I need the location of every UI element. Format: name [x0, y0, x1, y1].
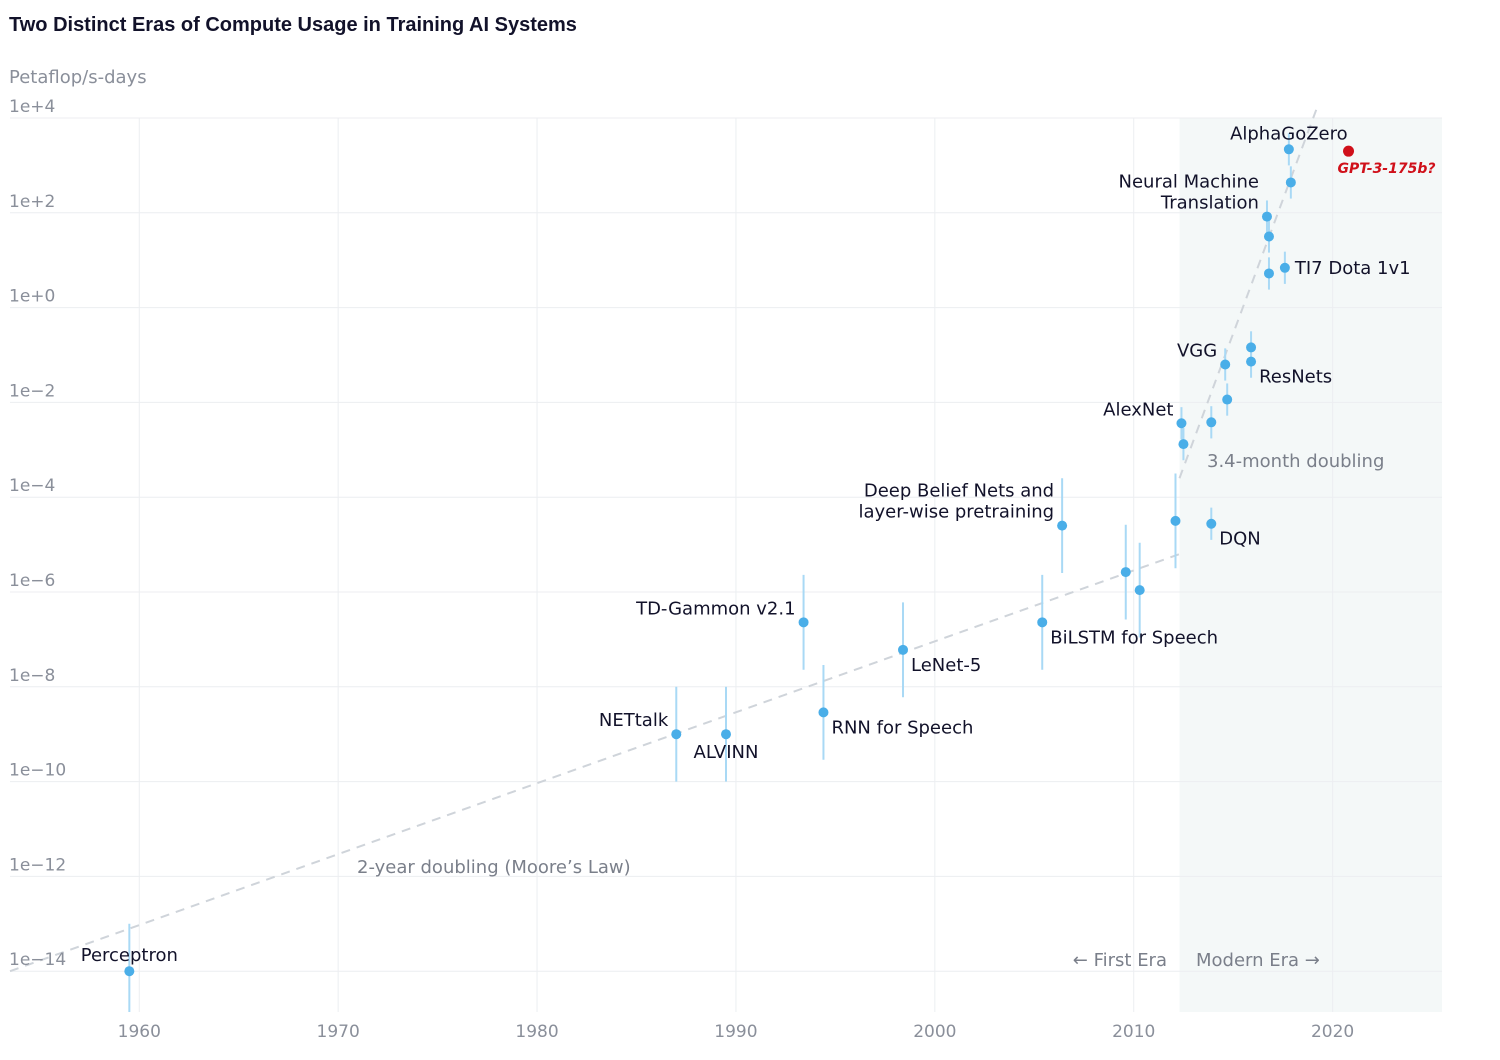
point-label-line: BiLSTM for Speech	[1050, 627, 1218, 648]
data-point	[1057, 520, 1068, 531]
trend-line	[9, 553, 1180, 973]
y-tick-label: 1e−4	[9, 476, 55, 496]
data-point	[818, 707, 829, 718]
point-label: TI7 Dota 1v1	[1294, 258, 1411, 279]
data-point	[124, 966, 135, 977]
data-point	[721, 729, 731, 740]
data-point	[898, 644, 909, 655]
point-label: NETtalk	[599, 710, 669, 731]
data-point	[1246, 356, 1257, 367]
point-label-line: DQN	[1219, 529, 1261, 550]
point-label-line: AlexNet	[1103, 399, 1173, 420]
data-point	[1206, 518, 1217, 529]
trend-line	[1178, 108, 1318, 479]
first-era-annotation: ← First Era	[1073, 950, 1167, 971]
point-label: AlphaGoZero	[1230, 123, 1348, 144]
y-tick-label: 1e−10	[9, 761, 66, 781]
chart-title: Two Distinct Eras of Compute Usage in Tr…	[9, 14, 577, 36]
point-label-line: Translation	[1160, 193, 1259, 214]
data-point	[1170, 515, 1181, 526]
moore-law-annotation: 2-year doubling (Moore’s Law)	[357, 857, 631, 878]
point-label-line: layer-wise pretraining	[858, 502, 1054, 523]
data-point	[1037, 617, 1048, 628]
x-tick-label: 1980	[515, 1022, 558, 1042]
y-tick-label: 1e+2	[9, 192, 55, 212]
point-label-line: ResNets	[1259, 367, 1332, 388]
x-tick-label: 2000	[913, 1022, 956, 1042]
data-point	[1263, 231, 1274, 242]
data-point	[1220, 359, 1231, 370]
y-tick-label: 1e−2	[9, 381, 55, 401]
trend-lines	[9, 108, 1318, 973]
gpt3-point	[1343, 145, 1355, 157]
point-label: Neural Machine Translation	[1119, 172, 1259, 214]
point-label: ALVINN	[694, 742, 759, 763]
point-label-line: VGG	[1177, 340, 1217, 361]
point-label-line: Neural Machine	[1119, 172, 1259, 193]
data-point	[1283, 144, 1294, 155]
y-tick-label: 1e−6	[9, 571, 55, 591]
data-point	[671, 729, 682, 740]
x-tick-label: 1970	[317, 1022, 360, 1042]
point-label: Deep Belief Nets and layer-wise pretraini…	[858, 481, 1054, 523]
error-bars	[128, 133, 1292, 1012]
x-tick-label: 2010	[1112, 1022, 1155, 1042]
modern-era-annotation: Modern Era →	[1196, 950, 1320, 971]
data-point	[1263, 268, 1274, 279]
y-tick-label: 1e−14	[9, 950, 66, 970]
gpt3-label: GPT-3-175b?	[1338, 161, 1436, 177]
data-point	[1176, 418, 1187, 429]
y-axis-label: Petaflop/s-days	[9, 67, 147, 88]
point-label: VGG	[1177, 340, 1217, 361]
grid-lines	[10, 117, 1442, 1012]
data-point	[1178, 439, 1189, 450]
y-tick-label: 1e+0	[9, 287, 55, 307]
y-tick-label: 1e−12	[9, 855, 66, 875]
y-axis-ticks: 1e+4 1e+2 1e+0 1e−2 1e−4 1e−6 1e−8 1e−10 1e−12 1e…	[9, 97, 66, 970]
point-label: LeNet-5	[911, 655, 981, 676]
point-label: AlexNet	[1103, 399, 1173, 420]
data-point	[1285, 177, 1296, 188]
data-point	[1261, 211, 1272, 222]
data-point	[1206, 417, 1217, 428]
modern-era-background	[1179, 118, 1442, 1012]
point-label: TD-Gammon v2.1	[635, 598, 795, 619]
point-label-line: Perceptron	[81, 945, 178, 966]
data-point	[798, 617, 809, 628]
data-points	[124, 144, 1296, 977]
point-label: DQN	[1219, 529, 1261, 550]
point-label-line: TD-Gammon v2.1	[635, 598, 795, 619]
point-label-line: LeNet-5	[911, 655, 981, 676]
point-label-line: Deep Belief Nets and	[864, 481, 1054, 502]
point-label-line: TI7 Dota 1v1	[1294, 258, 1411, 279]
point-label: ResNets	[1259, 367, 1332, 388]
y-tick-label: 1e+4	[9, 97, 55, 117]
y-tick-label: 1e−8	[9, 666, 55, 686]
x-tick-label: 2020	[1311, 1022, 1354, 1042]
data-point	[1134, 585, 1145, 596]
modern-trend-annotation: 3.4-month doubling	[1207, 451, 1384, 472]
data-point	[1222, 394, 1233, 405]
x-tick-label: 1990	[714, 1022, 757, 1042]
point-label-line: ALVINN	[694, 742, 759, 763]
point-label: RNN for Speech	[831, 717, 973, 738]
data-point	[1279, 262, 1290, 273]
x-tick-label: 1960	[118, 1022, 161, 1042]
data-point	[1246, 342, 1257, 353]
point-label-line: NETtalk	[599, 710, 669, 731]
point-label: BiLSTM for Speech	[1050, 627, 1218, 648]
point-label-line: AlphaGoZero	[1230, 123, 1348, 144]
data-point	[1120, 567, 1131, 578]
point-label-line: RNN for Speech	[831, 717, 973, 738]
point-label: Perceptron	[81, 945, 178, 966]
point-labels: Perceptron NETtalk ALVINN TD-Gammon v2.1 RNN…	[81, 123, 1411, 966]
x-axis-ticks: 1960 1970 1980 1990 2000 2010 2020	[118, 1022, 1355, 1042]
